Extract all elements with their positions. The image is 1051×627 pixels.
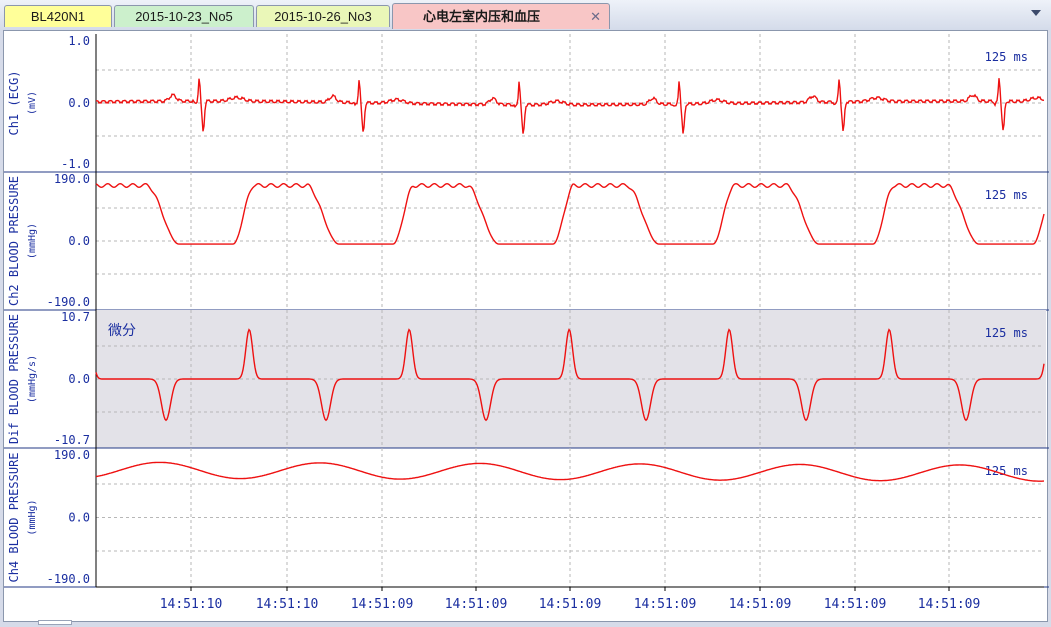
close-icon[interactable]: ✕ bbox=[590, 9, 601, 24]
x-tick-label: 14:51:09 bbox=[824, 597, 887, 612]
waveform-trace bbox=[95, 461, 1044, 482]
channel-panel-4: 190.0 0.0 -190.0 Ch4 BLOOD PRESSURE (mmHg) 12… bbox=[4, 448, 1049, 588]
y-tick-label: 10.7 bbox=[61, 310, 90, 324]
channel-unit: (mmHg) bbox=[27, 499, 38, 535]
channel-unit: (mmHg/s) bbox=[27, 355, 38, 403]
channel-panel-1: 1.0 0.0 -1.0 Ch1 (ECG) (mV) 125 ms bbox=[4, 34, 1049, 173]
y-tick-label: 190.0 bbox=[54, 172, 90, 186]
tab-label: 心电左室内压和血压 bbox=[423, 9, 541, 24]
waveform-plot: 1.0 0.0 -1.0 Ch1 (ECG) (mV) 125 ms 190.0 0.0 -19… bbox=[4, 34, 1049, 612]
y-tick-label: 0.0 bbox=[68, 234, 90, 248]
y-tick-label: 0.0 bbox=[68, 372, 90, 386]
channel-panel-2: 190.0 0.0 -190.0 Ch2 BLOOD PRESSURE (mmHg) 12… bbox=[4, 172, 1049, 311]
tab-lv-pressure-and-bp[interactable]: 心电左室内压和血压 ✕ bbox=[392, 3, 610, 29]
tab-label: 2015-10-23_No5 bbox=[135, 9, 233, 24]
tab-2015-10-23-no5[interactable]: 2015-10-23_No5 bbox=[114, 5, 254, 27]
y-tick-label: 190.0 bbox=[54, 448, 90, 462]
channel-unit: (mmHg) bbox=[27, 223, 38, 259]
x-tick-label: 14:51:09 bbox=[539, 597, 602, 612]
y-tick-label: 0.0 bbox=[68, 96, 90, 110]
channel-label: Ch2 BLOOD PRESSURE bbox=[7, 176, 21, 306]
horizontal-scrollbar[interactable] bbox=[38, 620, 72, 625]
tab-label: 2015-10-26_No3 bbox=[274, 9, 372, 24]
tab-2015-10-26-no3[interactable]: 2015-10-26_No3 bbox=[256, 5, 390, 27]
x-tick-label: 14:51:09 bbox=[918, 597, 981, 612]
y-tick-label: 0.0 bbox=[68, 511, 90, 525]
y-tick-label: -10.7 bbox=[54, 433, 90, 447]
time-scale-label: 125 ms bbox=[985, 50, 1028, 64]
chart-area: 1.0 0.0 -1.0 Ch1 (ECG) (mV) 125 ms 190.0 0.0 -19… bbox=[3, 30, 1049, 622]
x-tick-label: 14:51:09 bbox=[445, 597, 508, 612]
time-scale-label: 125 ms bbox=[985, 188, 1028, 202]
x-tick-label: 14:51:10 bbox=[160, 597, 223, 612]
channel-label: Ch4 BLOOD PRESSURE bbox=[7, 452, 21, 582]
y-tick-label: -1.0 bbox=[61, 157, 90, 171]
x-tick-label: 14:51:09 bbox=[351, 597, 414, 612]
channel-label: Dif BLOOD PRESSURE bbox=[7, 314, 21, 444]
y-tick-label: -190.0 bbox=[47, 572, 90, 586]
waveform-trace bbox=[95, 182, 1045, 245]
trace-annotation: 微分 bbox=[108, 323, 136, 339]
x-tick-label: 14:51:09 bbox=[634, 597, 697, 612]
y-tick-label: -190.0 bbox=[47, 295, 90, 309]
time-scale-label: 125 ms bbox=[985, 326, 1028, 340]
time-axis: 14:51:10 14:51:10 14:51:09 14:51:09 14:51:09… bbox=[96, 586, 1044, 612]
waveform-trace bbox=[95, 328, 1045, 422]
tab-bl420n1[interactable]: BL420N1 bbox=[4, 5, 112, 27]
chevron-down-icon[interactable] bbox=[1031, 10, 1041, 16]
x-tick-label: 14:51:10 bbox=[256, 597, 319, 612]
y-tick-label: 1.0 bbox=[68, 34, 90, 48]
tab-bar: BL420N1 2015-10-23_No5 2015-10-26_No3 心电… bbox=[0, 0, 1051, 30]
channel-unit: (mV) bbox=[27, 91, 38, 115]
waveform-trace bbox=[96, 78, 1045, 134]
channel-label: Ch1 (ECG) bbox=[7, 70, 21, 135]
x-tick-label: 14:51:09 bbox=[729, 597, 792, 612]
time-scale-label: 125 ms bbox=[985, 464, 1028, 478]
tab-label: BL420N1 bbox=[30, 9, 86, 24]
channel-panel-3: 10.7 0.0 -10.7 Dif BLOOD PRESSURE (mmHg/s) 12… bbox=[4, 310, 1049, 449]
